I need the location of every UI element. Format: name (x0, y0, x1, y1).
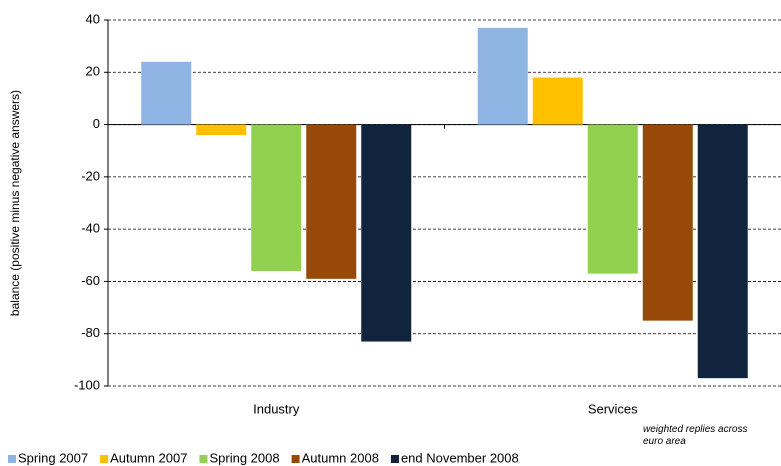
legend-swatch (291, 455, 300, 463)
y-axis-label: balance (positive minus negative answers… (8, 90, 22, 316)
legend-label: end November 2008 (401, 450, 519, 465)
legend-label: Spring 2008 (209, 450, 279, 465)
annotation: weighted replies across euro area (643, 424, 748, 447)
y-tick-label: -20 (81, 168, 100, 183)
legend-label: Autumn 2008 (302, 450, 379, 465)
y-tick-label: -100 (74, 377, 100, 392)
bar (532, 77, 583, 125)
bar (477, 27, 528, 125)
x-tick-label: Industry (253, 401, 300, 416)
y-tick-label: 0 (93, 116, 100, 131)
y-tick-label: -80 (81, 325, 100, 340)
legend-swatch (199, 455, 208, 463)
y-tick-label: -60 (81, 273, 100, 288)
x-tick-label: Services (588, 401, 638, 416)
legend-swatch (8, 455, 16, 463)
bar (196, 124, 247, 136)
bar (642, 124, 693, 321)
legend-swatch (390, 455, 399, 463)
legend-swatch (100, 455, 109, 463)
bar (141, 61, 192, 125)
bar (306, 124, 357, 279)
y-tick-label: 20 (86, 64, 100, 79)
y-tick-label: 40 (86, 11, 100, 26)
bar (361, 124, 412, 342)
legend-label: Spring 2007 (18, 450, 88, 465)
legend-label: Autumn 2007 (110, 450, 187, 465)
bar (251, 124, 302, 271)
bar (587, 124, 638, 274)
bar (697, 124, 748, 379)
y-tick-label: -40 (81, 221, 100, 236)
